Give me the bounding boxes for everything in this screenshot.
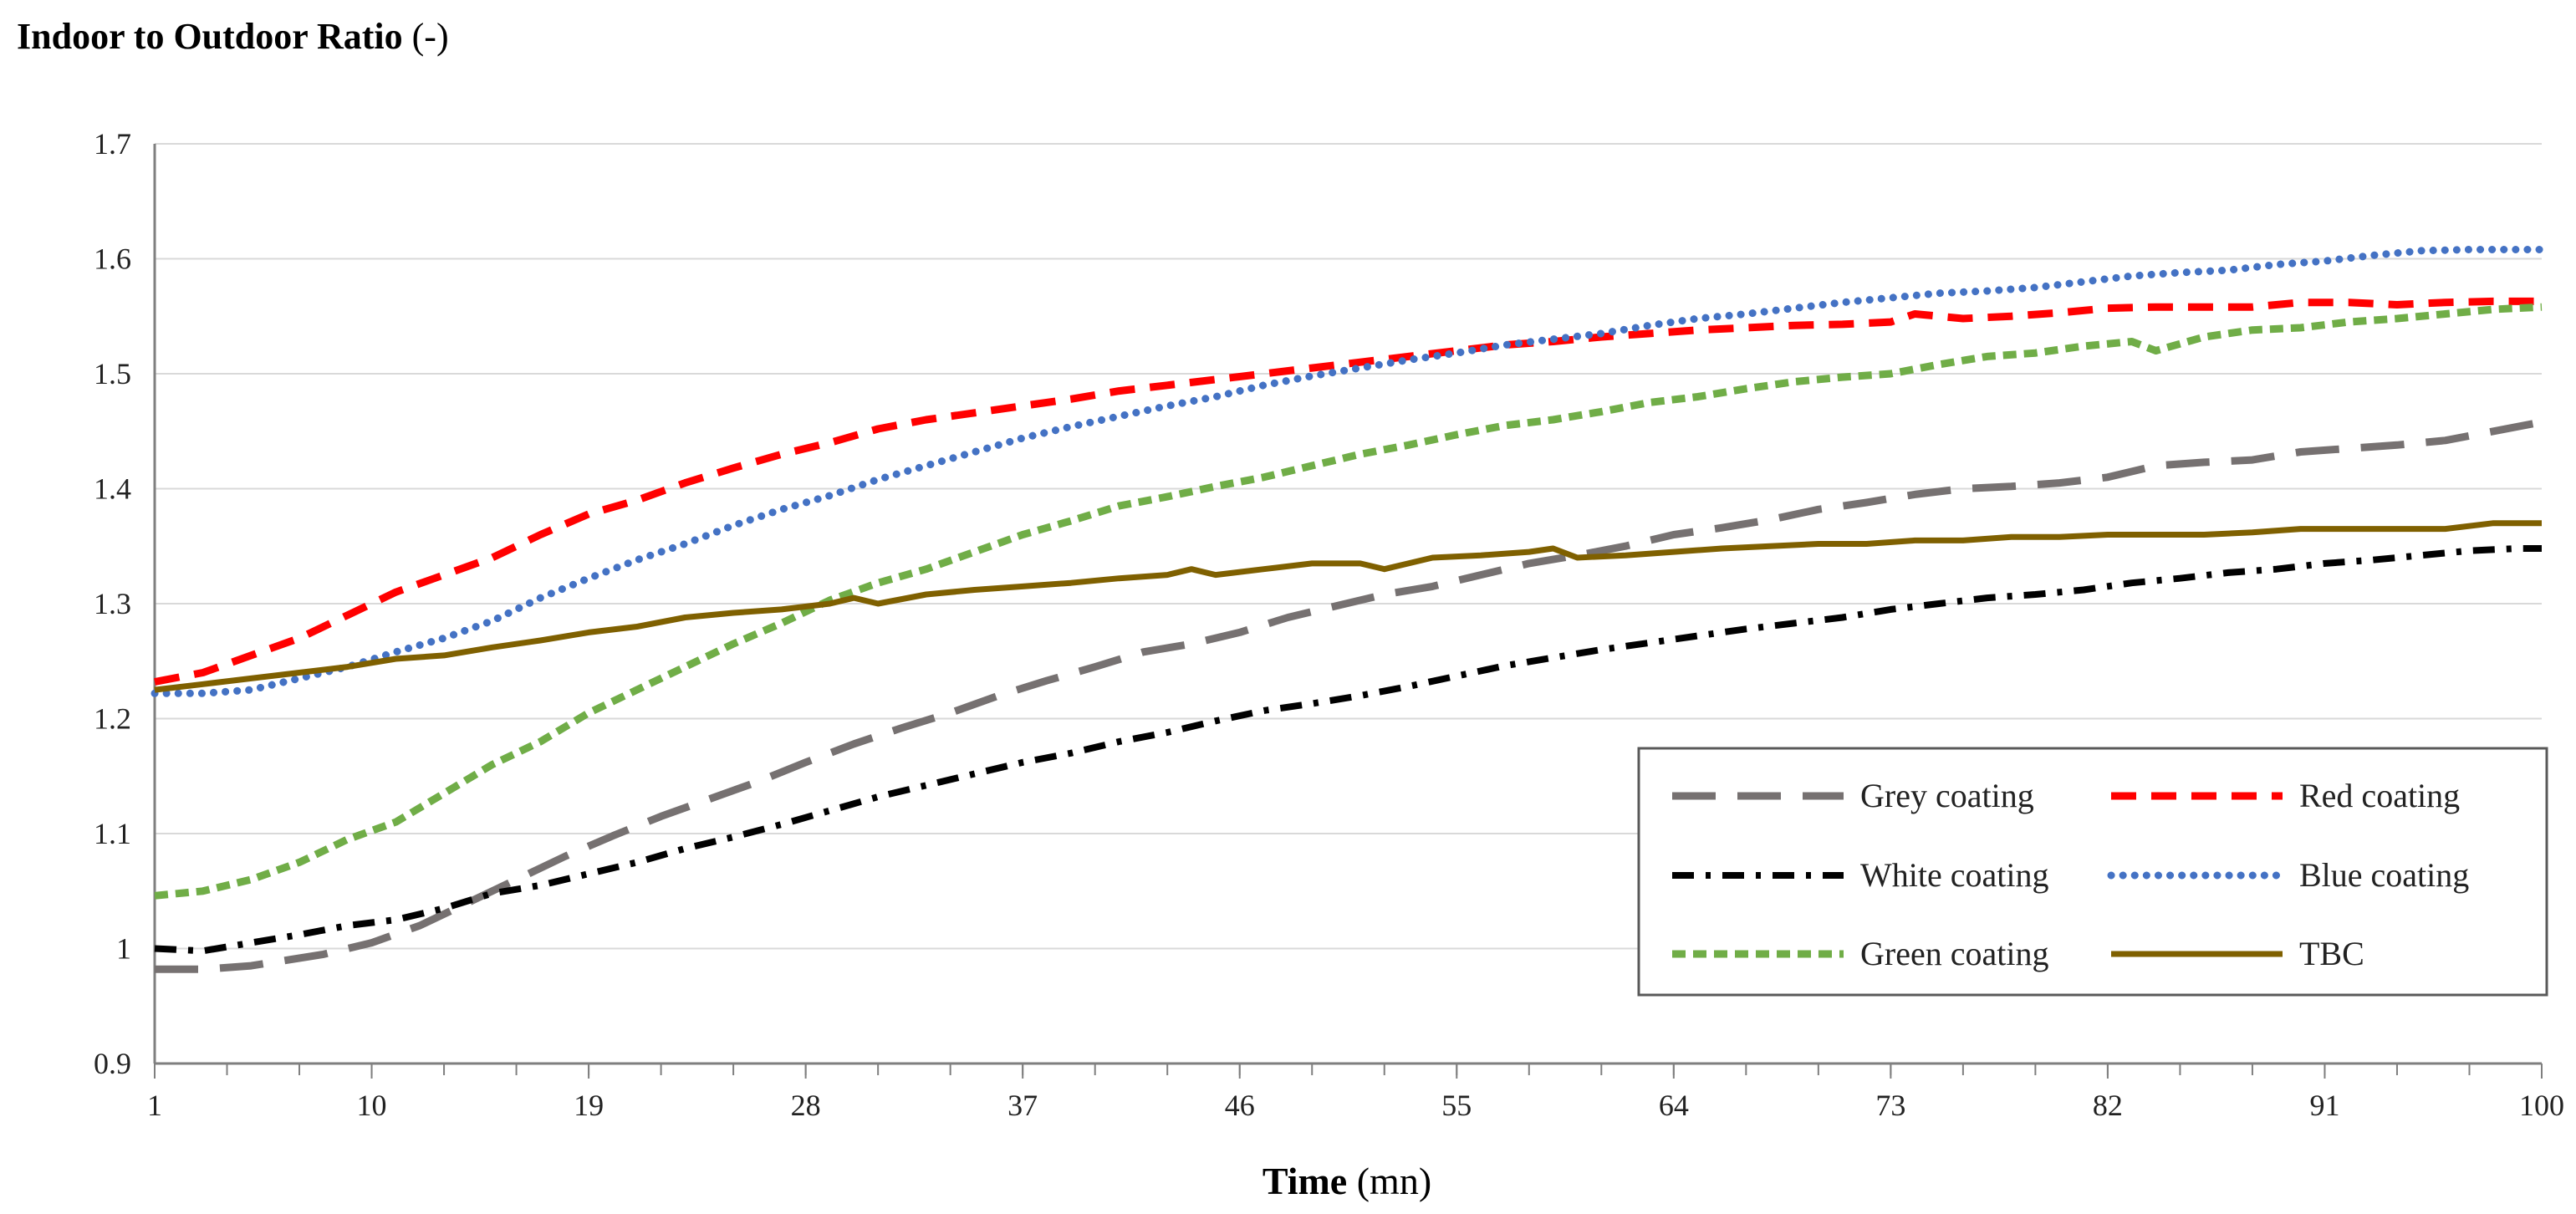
x-tick-label-64: 64 bbox=[1659, 1089, 1689, 1122]
legend-label-red-coating: Red coating bbox=[2299, 777, 2460, 814]
series-line-blue-coating bbox=[150, 246, 2546, 697]
x-tick-label-73: 73 bbox=[1875, 1089, 1905, 1122]
legend-label-tbc: TBC bbox=[2299, 935, 2364, 972]
x-tick-label-82: 82 bbox=[2093, 1089, 2123, 1122]
legend-label-green-coating: Green coating bbox=[1860, 935, 2048, 972]
legend-label-white-coating: White coating bbox=[1860, 856, 2048, 894]
x-tick-label-46: 46 bbox=[1225, 1089, 1255, 1122]
x-axis-ticks: 1 10 19 28 37 46 55 64 73 82 91 100 bbox=[147, 1064, 2564, 1122]
y-axis-title: Indoor to Outdoor Ratio (-) bbox=[17, 16, 449, 57]
y-tick-label-0.9: 0.9 bbox=[94, 1047, 131, 1080]
series-line-red-coating bbox=[154, 297, 2542, 686]
y-tick-label-1.4: 1.4 bbox=[94, 472, 131, 506]
x-tick-label-37: 37 bbox=[1007, 1089, 1038, 1122]
x-tick-label-1: 1 bbox=[147, 1089, 162, 1122]
y-tick-label-1.7: 1.7 bbox=[94, 127, 131, 161]
x-tick-label-10: 10 bbox=[357, 1089, 387, 1122]
x-tick-label-100: 100 bbox=[2519, 1089, 2564, 1122]
legend: Grey coating Red coating White coating Blue… bbox=[1637, 747, 2548, 997]
series-group bbox=[150, 246, 2546, 973]
y-tick-label-1.5: 1.5 bbox=[94, 357, 131, 390]
series-line-tbc bbox=[154, 520, 2542, 693]
y-tick-label-1.1: 1.1 bbox=[94, 817, 131, 850]
series-line-grey-coating bbox=[155, 418, 2543, 973]
y-tick-label-1.2: 1.2 bbox=[94, 702, 131, 736]
y-axis-ticks: 0.9 1 1.1 1.2 1.3 1.4 1.5 1.6 1.7 bbox=[94, 127, 131, 1080]
y-tick-label-1: 1 bbox=[116, 932, 131, 966]
series-line-white-coating bbox=[154, 545, 2542, 955]
series-line-green-coating bbox=[154, 303, 2543, 900]
y-tick-label-1.3: 1.3 bbox=[94, 587, 131, 620]
x-tick-label-19: 19 bbox=[574, 1089, 604, 1122]
x-tick-label-91: 91 bbox=[2309, 1089, 2339, 1122]
x-tick-label-28: 28 bbox=[791, 1089, 821, 1122]
gridlines bbox=[155, 143, 2542, 950]
x-axis-title: Time (mn) bbox=[1262, 1160, 1431, 1202]
y-tick-label-1.6: 1.6 bbox=[94, 242, 131, 276]
legend-label-blue-coating: Blue coating bbox=[2299, 856, 2469, 894]
legend-label-grey-coating: Grey coating bbox=[1860, 777, 2034, 814]
x-tick-label-55: 55 bbox=[1441, 1089, 1472, 1122]
